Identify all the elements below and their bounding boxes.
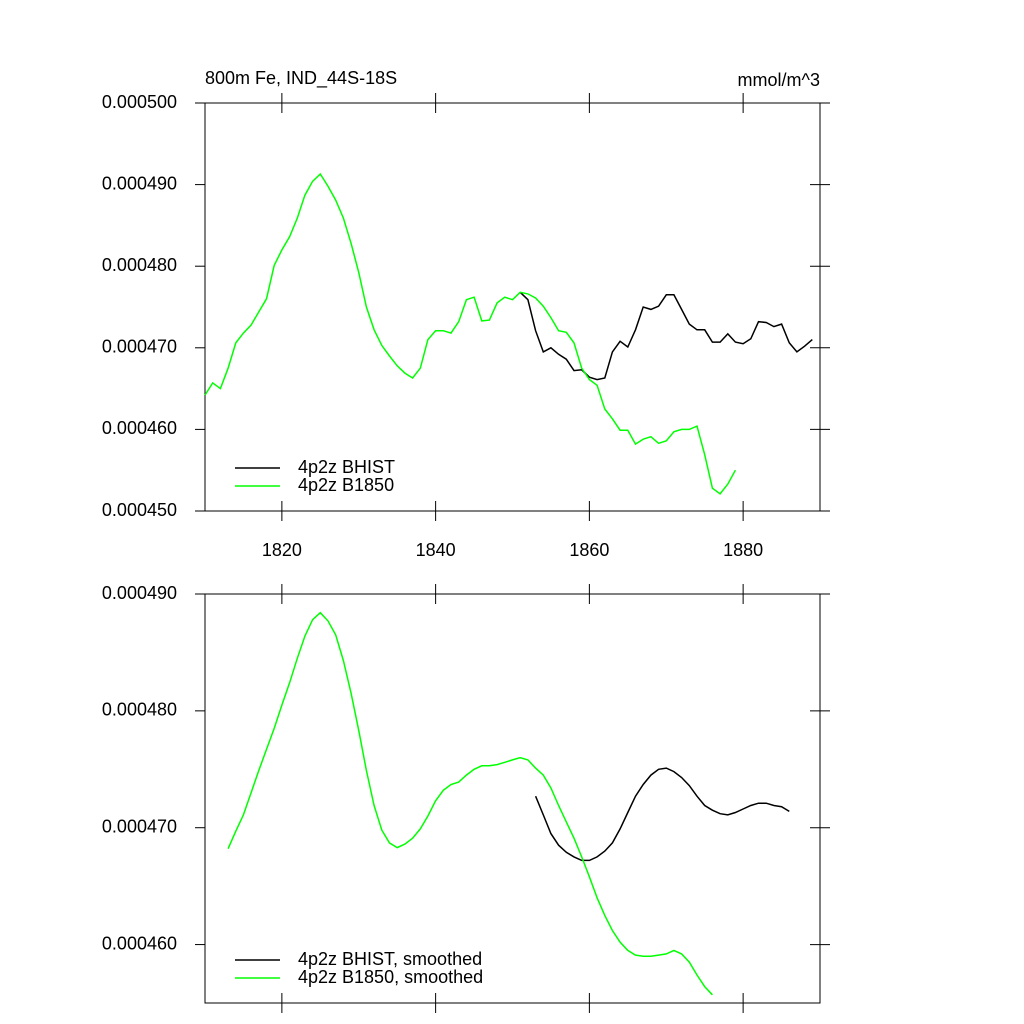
y-tick-label: 0.000470 xyxy=(102,816,177,836)
y-tick-label: 0.000470 xyxy=(102,337,177,357)
chart-title: 800m Fe, IND_44S-18S xyxy=(205,68,397,89)
y-tick-label: 0.000460 xyxy=(102,933,177,953)
plot-frame xyxy=(204,102,821,512)
data-line xyxy=(534,767,790,862)
y-tick-label: 0.000500 xyxy=(102,92,177,112)
data-line xyxy=(519,291,813,381)
y-tick-label: 0.000490 xyxy=(102,173,177,193)
data-line xyxy=(204,172,737,495)
units-label: mmol/m^3 xyxy=(738,70,820,90)
x-tick-label: 1840 xyxy=(416,540,456,560)
x-tick-label: 1880 xyxy=(723,540,763,560)
plot-frame xyxy=(204,593,821,1004)
legend-label: 4p2z B1850 xyxy=(298,475,394,495)
x-tick-label: 1820 xyxy=(262,540,302,560)
legend-label: 4p2z BHIST xyxy=(298,457,395,477)
y-tick-label: 0.000480 xyxy=(102,700,177,720)
y-tick-label: 0.000480 xyxy=(102,255,177,275)
data-line xyxy=(227,611,713,996)
legend-label: 4p2z BHIST, smoothed xyxy=(298,949,482,969)
y-tick-label: 0.000460 xyxy=(102,418,177,438)
y-tick-label: 0.000490 xyxy=(102,583,177,603)
y-tick-label: 0.000450 xyxy=(102,500,177,520)
legend-label: 4p2z B1850, smoothed xyxy=(298,967,483,987)
x-tick-label: 1860 xyxy=(569,540,609,560)
